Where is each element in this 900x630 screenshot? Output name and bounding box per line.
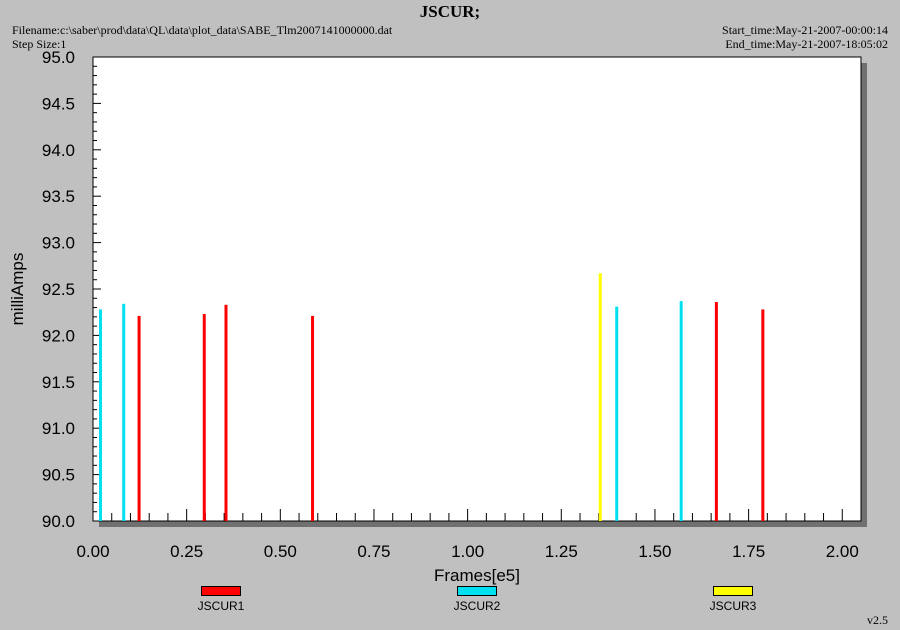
x-tick-label: 1.25 [545,542,578,561]
y-tick-label: 93.5 [42,187,75,206]
y-axis-label: milliAmps [8,253,27,326]
data-bar-jscur3 [598,273,602,521]
data-bar-jscur2 [679,301,683,521]
legend-label-jscur3: JSCUR3 [709,599,757,613]
version-label: v2.5 [867,613,888,627]
legend-label-jscur2: JSCUR2 [453,599,501,613]
y-tick-label: 92.0 [42,326,75,345]
legend-swatch-jscur3 [713,586,753,596]
data-bar-jscur1 [202,314,206,521]
step-size-label: Step Size:1 [12,37,67,51]
y-tick-label: 93.0 [42,234,75,253]
data-bar-jscur2 [98,309,102,521]
data-bar-jscur1 [714,301,718,521]
y-tick-label: 91.5 [42,373,75,392]
x-tick-label: 0.75 [357,542,390,561]
legend-item-jscur2: JSCUR2 [437,586,517,613]
legend-label-jscur1: JSCUR1 [197,599,245,613]
legend-item-jscur1: JSCUR1 [181,586,261,613]
x-tick-label: 1.00 [451,542,484,561]
data-bar-jscur2 [615,306,619,521]
y-tick-label: 92.5 [42,280,75,299]
y-tick-label: 94.0 [42,141,75,160]
y-tick-label: 95.0 [42,48,75,67]
chart-title: JSCUR; [419,2,481,21]
y-tick-label: 94.5 [42,94,75,113]
data-bar-jscur1 [311,315,315,521]
y-tick-label: 91.0 [42,419,75,438]
x-tick-label: 0.00 [76,542,109,561]
x-tick-label: 2.00 [826,542,859,561]
x-tick-label: 0.25 [170,542,203,561]
x-tick-label: 1.75 [732,542,765,561]
end-time-label: End_time:May-21-2007-18:05:02 [725,37,888,51]
start-time-label: Start_time:May-21-2007-00:00:14 [722,23,888,37]
y-tick-label: 90.0 [42,512,75,531]
data-bar-jscur1 [761,309,765,521]
x-axis-label: Frames[e5] [434,566,520,585]
legend-swatch-jscur1 [201,586,241,596]
data-bar-jscur1 [224,304,228,521]
data-bar-jscur1 [137,315,141,521]
x-tick-label: 0.50 [264,542,297,561]
filename-label: Filename:c:\saber\prod\data\QL\data\plot… [12,23,393,37]
plot-area [92,56,862,522]
legend-swatch-jscur2 [457,586,497,596]
data-bar-jscur2 [122,303,126,521]
y-tick-label: 90.5 [42,466,75,485]
legend-item-jscur3: JSCUR3 [693,586,773,613]
x-tick-label: 1.50 [638,542,671,561]
